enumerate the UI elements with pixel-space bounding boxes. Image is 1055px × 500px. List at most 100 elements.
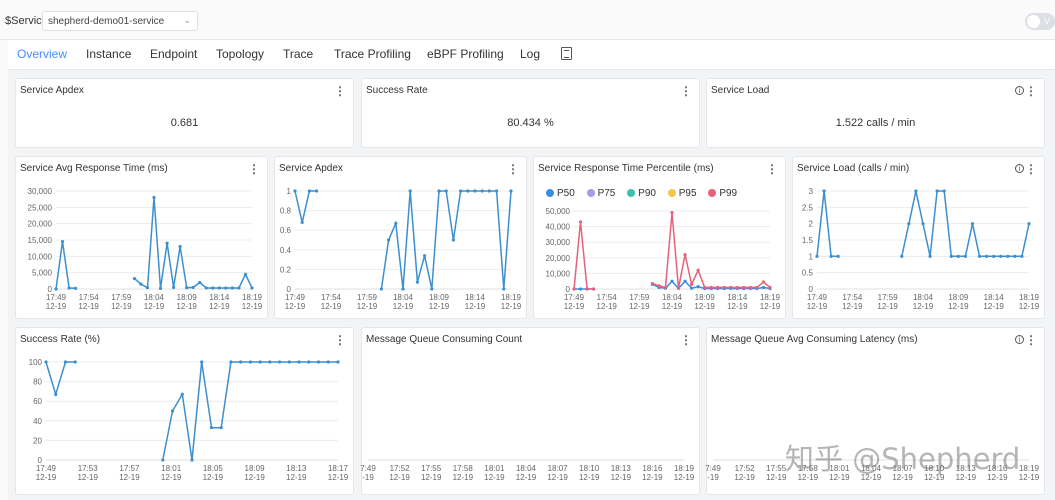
x-tick-label: 18:09 12-19 — [244, 464, 265, 482]
x-tick-label-line: 18:01 — [484, 464, 505, 473]
x-tick-label-line: 18:04 — [913, 293, 934, 302]
x-tick-label: 17:57 12-19 — [119, 464, 140, 482]
card-value: 0.681 — [170, 117, 199, 129]
data-point — [278, 360, 282, 364]
x-tick-label-line: 12-19 — [244, 473, 265, 482]
tab-instance[interactable]: Instance — [86, 47, 132, 61]
tab-overview[interactable]: Overview — [17, 47, 68, 61]
data-point — [430, 287, 434, 291]
data-point — [495, 189, 499, 193]
data-point — [1027, 222, 1031, 226]
data-point — [992, 254, 996, 258]
x-tick-label-line: 12-19 — [956, 473, 977, 482]
more-vertical-icon[interactable]: ⋮ — [507, 162, 519, 176]
service-select[interactable]: shepherd-demo01-service ⌄ — [42, 11, 198, 31]
x-tick-label-line: 12-19 — [453, 473, 474, 482]
data-point — [935, 189, 939, 193]
tab-trace-profiling[interactable]: Trace Profiling — [334, 47, 411, 61]
more-vertical-icon[interactable]: ⋮ — [680, 333, 692, 347]
data-point — [161, 458, 165, 462]
x-tick-label-line: 18:09 — [948, 293, 969, 302]
copy-icon[interactable] — [561, 47, 572, 60]
x-tick-label-line: 17:59 — [878, 293, 899, 302]
data-point — [690, 286, 694, 290]
x-tick-label-line: 12-19 — [564, 302, 585, 311]
x-tick-label-line: 18:16 — [642, 464, 663, 473]
card-value: 1.522 calls / min — [835, 117, 916, 129]
legend-item-p95[interactable]: P95 — [667, 188, 697, 199]
x-tick-label-line: 18:19 — [242, 293, 263, 302]
data-point — [73, 360, 77, 364]
legend-item-p99[interactable]: P99 — [708, 188, 737, 199]
tab-endpoint[interactable]: Endpoint — [150, 47, 198, 61]
x-tick-label: 7:49 -19 — [705, 464, 721, 482]
more-vertical-icon[interactable]: ⋮ — [248, 162, 260, 176]
x-tick-label-line: 12-19 — [734, 473, 755, 482]
info-icon[interactable]: i — [1015, 335, 1024, 344]
data-point — [316, 360, 321, 364]
info-icon[interactable]: i — [1015, 164, 1024, 173]
tab-ebpf-profiling[interactable]: eBPF Profiling — [427, 47, 504, 61]
chart-svg: 30,000 25,000 20,000 15,000 10,000 5,000 017:4… — [28, 187, 263, 311]
x-tick-label-line: 12-19 — [798, 473, 819, 482]
more-vertical-icon[interactable]: ⋮ — [1025, 84, 1037, 98]
data-point — [297, 360, 301, 364]
x-tick-label-line: 12-19 — [642, 473, 663, 482]
x-tick-label-line: 17:54 — [597, 293, 618, 302]
data-point — [67, 286, 71, 290]
more-vertical-icon[interactable]: ⋮ — [1025, 333, 1037, 347]
x-tick-label-line: 12-19 — [111, 302, 132, 311]
more-vertical-icon[interactable]: ⋮ — [334, 84, 346, 98]
x-tick-label: 17:54 12-19 — [596, 293, 617, 311]
x-tick-label-line: 18:14 — [984, 293, 1005, 302]
info-icon[interactable]: i — [1015, 86, 1024, 95]
x-tick-label: 18:04 12-19 — [861, 464, 882, 482]
x-tick-label: 17:59 12-19 — [111, 293, 132, 311]
data-point — [683, 253, 687, 257]
tab-topology[interactable]: Topology — [216, 47, 265, 61]
data-point — [683, 279, 687, 283]
chart-panel-mq-consuming-latency: Message Queue Avg Consuming Latency (ms)… — [705, 327, 1045, 495]
y-tick-label: 2 — [809, 220, 814, 229]
y-tick-label: 3 — [809, 187, 814, 196]
x-tick-label-line: 18:19 — [501, 293, 522, 302]
x-tick-label-line: 12-19 — [861, 473, 882, 482]
series-line — [55, 241, 76, 290]
tab-trace[interactable]: Trace — [283, 47, 314, 61]
more-vertical-icon[interactable]: ⋮ — [1025, 162, 1037, 176]
data-point — [336, 360, 340, 364]
more-vertical-icon[interactable]: ⋮ — [680, 84, 692, 98]
x-tick-label: 18:01 12-19 — [829, 464, 850, 482]
data-point — [191, 285, 195, 289]
card-service-apdex: Service Apdex ⋮ 0.681 — [15, 78, 354, 148]
card-title: Service Load — [711, 85, 770, 96]
more-vertical-icon[interactable]: ⋮ — [334, 333, 346, 347]
data-point — [229, 360, 233, 364]
x-tick-label-line: 7:49 — [705, 464, 721, 473]
x-tick-label: 17:49 12-19 — [46, 293, 67, 311]
x-tick-label: 17:58 12-19 — [453, 464, 474, 482]
x-tick-label-line: 18:07 — [548, 464, 569, 473]
legend-dot — [546, 189, 554, 197]
data-point — [459, 189, 463, 193]
x-tick-label-line: 12-19 — [596, 302, 617, 311]
more-vertical-icon[interactable]: ⋮ — [766, 162, 778, 176]
data-point — [415, 280, 419, 284]
legend-item-p90[interactable]: P90 — [627, 188, 656, 199]
y-tick-label: 10,000 — [546, 269, 571, 278]
legend-item-p50[interactable]: P50 — [546, 188, 575, 199]
view-toggle[interactable]: V — [1025, 13, 1055, 30]
data-point — [473, 189, 477, 193]
tab-log[interactable]: Log — [520, 47, 541, 61]
x-tick-label-line: 17:49 — [36, 464, 57, 473]
x-tick-label: 17:49 12-19 — [285, 293, 306, 311]
legend-item-p75[interactable]: P75 — [586, 188, 615, 199]
data-point — [761, 280, 766, 284]
data-point — [836, 254, 840, 258]
x-tick-label-line: 18:04 — [393, 293, 414, 302]
x-tick-label-line: 12-19 — [321, 302, 342, 311]
x-tick-label-line: 12-19 — [36, 473, 57, 482]
x-tick-label-line: 12-19 — [1019, 302, 1040, 311]
x-tick-label-line: 17:49 — [46, 293, 67, 302]
